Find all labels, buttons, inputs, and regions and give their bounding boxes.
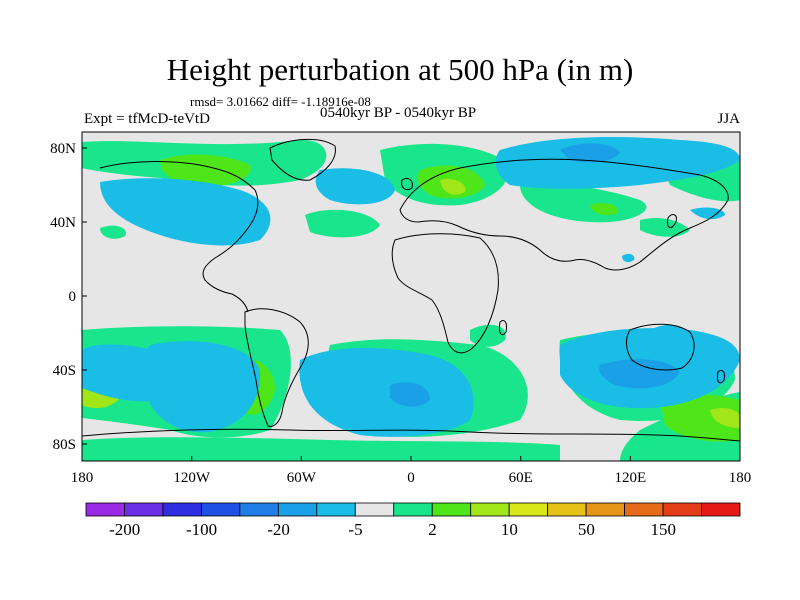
- colorbar-swatch: [547, 502, 587, 517]
- colorbar-label-minus-200: -200: [109, 520, 140, 539]
- lat-tick-0: 0: [69, 289, 77, 305]
- africa-coast: [391, 233, 499, 354]
- lat-tick-40s: 40S: [53, 363, 76, 379]
- colorbar-swatch: [701, 502, 741, 517]
- lon-tick-120w: 120W: [173, 470, 211, 486]
- stats-label: rmsd= 3.01662 diff= -1.18916e-08: [190, 94, 371, 109]
- colorbar-label-minus-100: -100: [186, 520, 217, 539]
- eurasia-coast: [399, 158, 729, 271]
- colorbar-label-2: 2: [428, 520, 437, 539]
- british-isles-coast: [401, 177, 413, 191]
- lon-tick-60w: 60W: [287, 470, 317, 486]
- plot-title: Height perturbation at 500 hPa (in m): [166, 52, 634, 87]
- experiment-label: Expt = tfMcD-teVtD: [84, 111, 210, 127]
- colorbar-swatch: [239, 502, 279, 517]
- lon-tick-0: 0: [407, 470, 415, 486]
- colorbar-label-150: 150: [651, 520, 677, 539]
- south-america-coast: [244, 308, 309, 427]
- colorbar-swatch: [277, 502, 318, 517]
- colorbar-swatch: [354, 502, 395, 517]
- colorbar-swatch: [431, 502, 472, 517]
- lat-tick-80n: 80N: [50, 141, 76, 157]
- colorbar-swatch: [124, 502, 164, 517]
- japan-coast: [667, 214, 677, 228]
- lat-tick-80s: 80S: [53, 437, 76, 453]
- colorbar-label-50: 50: [578, 520, 595, 539]
- colorbar-swatch: [624, 502, 664, 517]
- colorbar: [85, 502, 741, 517]
- map-panel: [82, 132, 740, 461]
- colorbar-swatch: [393, 502, 433, 517]
- lon-tick-60e: 60E: [509, 470, 533, 486]
- colorbar-labels: -200 -100 -20 -5 2 10 50 150: [109, 520, 676, 539]
- lon-tick-180-west: 180: [71, 470, 94, 486]
- colorbar-label-minus-20: -20: [267, 520, 290, 539]
- colorbar-swatch: [508, 502, 549, 517]
- season-label: JJA: [717, 111, 740, 127]
- colorbar-swatch: [662, 502, 702, 517]
- longitude-axis: 180 120W 60W 0 60E 120E 180: [71, 456, 752, 486]
- colorbar-label-10: 10: [501, 520, 518, 539]
- coastlines: [82, 138, 740, 442]
- colorbar-swatch: [585, 502, 625, 517]
- latitude-axis: 80N 40N 0 40S 80S: [50, 141, 87, 453]
- new-zealand-coast: [717, 369, 725, 384]
- madagascar-coast: [499, 319, 507, 336]
- lon-tick-120e: 120E: [614, 470, 646, 486]
- greenland-coast: [269, 138, 336, 181]
- colorbar-swatch: [85, 502, 125, 517]
- colorbar-swatch: [470, 502, 510, 517]
- period-label: 0540kyr BP - 0540kyr BP: [320, 105, 477, 121]
- lat-tick-40n: 40N: [50, 215, 76, 231]
- australia-coast: [626, 323, 695, 371]
- antarctica-coast: [82, 428, 740, 442]
- north-america-coast: [99, 161, 259, 313]
- colorbar-swatch: [201, 502, 241, 517]
- lon-tick-180-east: 180: [729, 470, 752, 486]
- strong-negative-regions: [390, 143, 680, 407]
- colorbar-swatch: [162, 502, 202, 517]
- colorbar-label-minus-5: -5: [348, 520, 362, 539]
- colorbar-swatch: [316, 502, 356, 517]
